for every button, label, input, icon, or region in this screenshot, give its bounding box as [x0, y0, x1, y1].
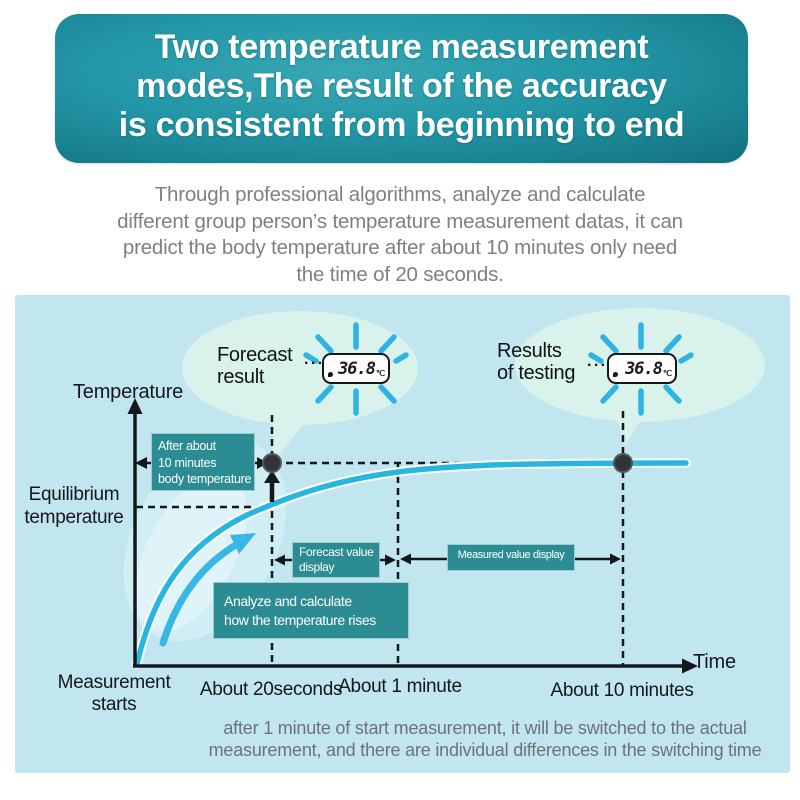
lcd-mode-icon: [613, 372, 618, 377]
panel-caption: after 1 minute of start measurement, it …: [165, 718, 800, 761]
forecast-value-box: Forecast value display: [292, 542, 380, 578]
results-callout-line: Results: [497, 340, 562, 362]
results-lcd-value: 36.8: [625, 358, 663, 379]
page-title: Two temperature measurement modes,The re…: [55, 28, 748, 145]
y-axis-arrowhead-icon: [127, 398, 143, 414]
rising-arrow: [159, 538, 245, 647]
equilibrium-label-line: temperature: [24, 507, 124, 528]
results-dots: ···: [587, 357, 608, 374]
tick-20-seconds: About 20seconds: [199, 679, 343, 700]
after-about-line: After about: [158, 439, 216, 453]
page-title-line: modes,The result of the accuracy: [136, 67, 667, 105]
chart-canvas: [123, 308, 765, 674]
forecast-dots: ···: [304, 355, 325, 372]
forecast-point: [262, 453, 282, 473]
intro-line: Through professional algorithms, analyze…: [154, 183, 646, 206]
x-axis-arrowhead-icon: [682, 658, 698, 674]
measured-value-box: Measured value display: [447, 544, 575, 571]
forecast-jump-arrowhead-icon: [264, 470, 280, 483]
after-about-line: 10 minutes: [158, 455, 217, 470]
header-banner: Two temperature measurement modes,The re…: [55, 14, 748, 163]
caption-line: measurement, and there are individual di…: [208, 739, 762, 760]
x-axis-title: Time: [693, 651, 736, 673]
measured-range-left-arrowhead-icon: [400, 553, 411, 565]
forecast-callout-line: result: [217, 365, 265, 388]
forecast-lcd-unit: ℃: [376, 369, 385, 378]
caption-line: after 1 minute of start measurement, it …: [223, 718, 747, 738]
page-title-line: Two temperature measurement: [154, 28, 649, 66]
forecast-range-left-arrowhead-icon: [274, 554, 285, 566]
results-callout-line: of testing: [497, 361, 576, 384]
measured-range-right-arrowhead-icon: [610, 553, 621, 565]
analyze-line: how the temperature rises: [224, 612, 376, 628]
results-lcd-unit: ℃: [663, 369, 672, 378]
forecast-sparkle-rays-icon: [303, 322, 409, 416]
equilibrium-label-line: Equilibrium: [28, 484, 120, 505]
results-sparkle-rays-icon: [588, 322, 694, 416]
forecast-callout-line: Forecast: [217, 344, 293, 366]
forecast-bubble-tail: [272, 407, 315, 463]
analyze-box: Analyze and calculate how the temperatur…: [213, 582, 409, 639]
result-point: [613, 453, 633, 473]
after-about-line: body temperature: [158, 472, 252, 486]
equilibrium-label: Equilibrium temperature: [15, 483, 133, 529]
tick-line: Measurement: [57, 672, 171, 693]
chart-panel: Temperature Time Equilibrium temperature…: [15, 295, 790, 773]
results-bubble-tail: [613, 403, 651, 445]
tick-1-minute: About 1 minute: [338, 676, 462, 697]
forecast-value-line: Forecast value: [299, 545, 374, 559]
forecast-lcd-value: 36.8: [338, 358, 376, 379]
tick-measurement-starts: Measurement starts: [55, 672, 173, 716]
after-about-box: After about 10 minutes body temperature: [151, 433, 255, 491]
forecast-callout-label: Forecast result: [217, 344, 293, 388]
body-temp-left-arrowhead-icon: [135, 457, 147, 469]
results-lcd-display: 36.8 ℃: [607, 353, 677, 384]
y-axis-title: Temperature: [73, 381, 184, 403]
forecast-bubble: [182, 311, 418, 425]
results-callout-label: Results of testing: [497, 340, 576, 384]
rising-arrow-head-icon: [230, 533, 256, 554]
temperature-curve: [134, 460, 689, 667]
forecast-value-line: display: [299, 559, 335, 574]
forecast-range-right-arrowhead-icon: [385, 554, 396, 566]
analyze-line: Analyze and calculate: [224, 593, 352, 609]
lcd-mode-icon: [328, 372, 333, 377]
intro-line: predict the body temperature after about…: [122, 236, 678, 259]
intro-line: the time of 20 seconds.: [296, 262, 504, 286]
tick-line: starts: [91, 694, 137, 715]
page-title-line: is consistent from beginning to end: [118, 106, 685, 144]
forecast-lcd-display: 36.8 ℃: [322, 353, 390, 384]
tick-10-minutes: About 10 minutes: [550, 680, 694, 701]
intro-line: different group person’s temperature mea…: [117, 209, 683, 233]
intro-paragraph: Through professional algorithms, analyze…: [60, 182, 740, 288]
